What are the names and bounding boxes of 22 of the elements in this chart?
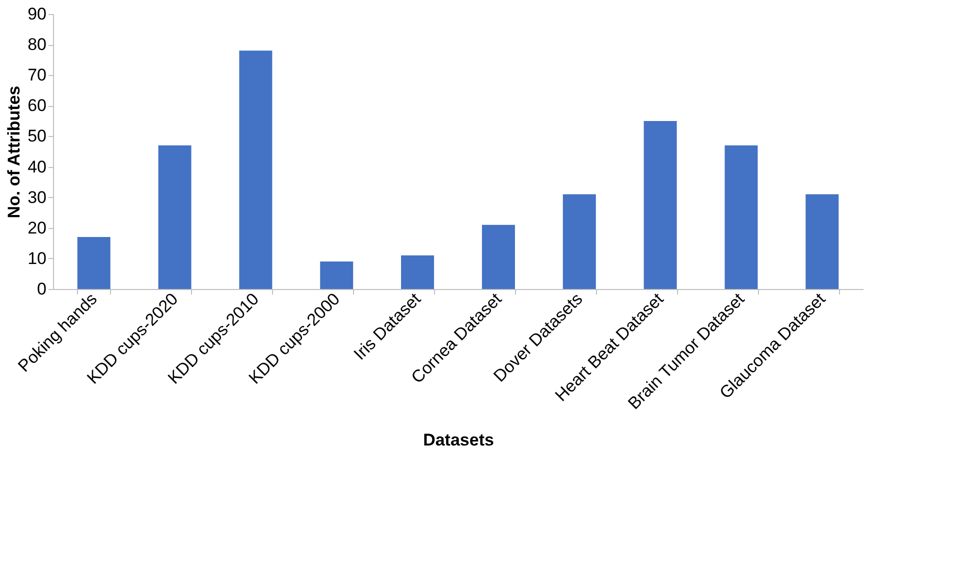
bar [401,255,434,289]
bar [482,224,515,289]
bar [320,262,354,289]
bar [806,194,839,289]
y-tick-label: 10 [28,248,46,268]
y-tick-label: 40 [28,157,46,176]
y-tick-label: 60 [28,96,46,116]
y-tick-label: 90 [28,4,46,24]
bar [77,237,110,289]
y-tick-label: 20 [28,218,46,238]
y-tick-label: 30 [28,188,46,207]
bar [158,145,192,289]
bar [724,145,758,289]
y-tick-label: 50 [28,126,46,146]
y-tick-label: 0 [37,280,46,298]
y-tick-label: 80 [28,35,46,54]
y-axis-title: No. of Attributes [4,86,24,218]
bar [239,50,272,289]
bar [644,120,677,289]
x-axis-title: Datasets [423,430,494,450]
bar [562,194,596,289]
y-tick-label: 70 [28,66,46,85]
